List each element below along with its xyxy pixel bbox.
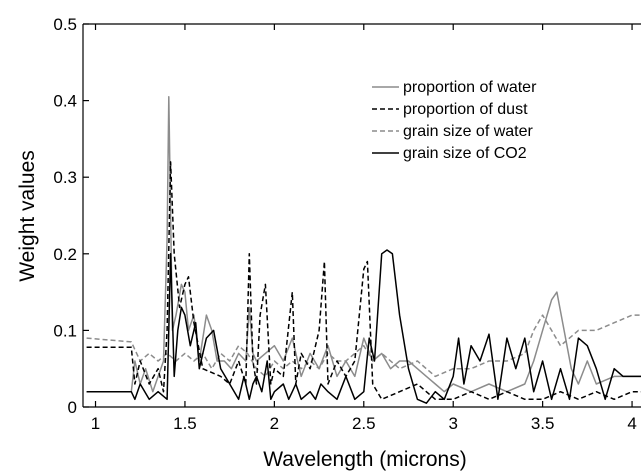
series-line-0 xyxy=(86,96,641,393)
x-tick-label: 2 xyxy=(270,414,279,433)
x-tick-label: 2.5 xyxy=(352,414,376,433)
legend-label: grain size of water xyxy=(403,123,534,140)
series-line-1 xyxy=(86,161,641,401)
legend-label: proportion of dust xyxy=(403,101,528,118)
legend-label: proportion of water xyxy=(403,79,537,96)
y-tick-label: 0.5 xyxy=(53,15,77,34)
series-lines xyxy=(86,96,641,404)
y-tick-label: 0.1 xyxy=(53,321,77,340)
x-axis-ticks: 1 1.5 2 2.5 3 3.5 4 xyxy=(91,24,637,433)
x-tick-label: 1 xyxy=(91,414,100,433)
x-axis-title: Wavelength (microns) xyxy=(263,448,466,471)
y-tick-label: 0 xyxy=(68,398,77,417)
x-tick-label: 3 xyxy=(448,414,457,433)
y-axis-title: Weight values xyxy=(16,150,39,282)
y-tick-label: 0.3 xyxy=(53,168,77,187)
y-axis-ticks: 0 0.1 0.2 0.3 0.4 0.5 xyxy=(53,15,89,417)
x-tick-label: 3.5 xyxy=(531,414,555,433)
x-tick-label: 1.5 xyxy=(173,414,197,433)
chart-legend: proportion of water proportion of dust gra… xyxy=(372,79,537,162)
series-line-2 xyxy=(86,314,641,378)
axes-frame xyxy=(82,23,641,408)
y-tick-label: 0.2 xyxy=(53,245,77,264)
y-tick-label: 0.4 xyxy=(53,92,77,111)
series-line-3 xyxy=(86,249,641,404)
legend-label: grain size of CO2 xyxy=(403,145,527,162)
x-tick-label: 4 xyxy=(627,414,636,433)
